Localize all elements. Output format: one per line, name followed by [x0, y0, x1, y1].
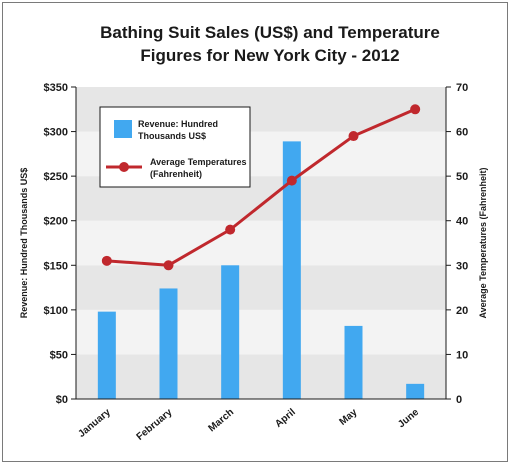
right-tick-label: 20	[456, 305, 468, 317]
revenue-bar	[221, 265, 240, 399]
left-tick-label: $150	[44, 260, 68, 272]
revenue-bars	[97, 141, 425, 399]
temperature-point	[163, 260, 174, 271]
revenue-bar	[159, 288, 178, 399]
temperature-point	[410, 104, 421, 115]
temperature-line	[101, 104, 421, 271]
chart-title-line2: Figures for New York City - 2012	[140, 46, 400, 65]
plot-band	[76, 309, 446, 355]
revenue-bar	[282, 141, 301, 399]
left-tick-label: $100	[44, 305, 68, 317]
right-tick-label: 70	[456, 82, 468, 94]
category-label: January	[76, 407, 113, 440]
right-tick-label: 30	[456, 260, 468, 272]
temperature-point	[225, 224, 236, 235]
category-label: May	[337, 407, 359, 428]
left-axis-ticks: $0 $50 $100 $150 $200 $250 $300 $350	[44, 82, 76, 406]
temperature-point	[101, 255, 112, 266]
right-axis-ticks: 0 10 20 30 40 50 60 70	[446, 82, 468, 406]
category-label: June	[396, 407, 421, 431]
plot-band	[76, 265, 446, 310]
plot-band	[76, 354, 446, 399]
left-tick-label: $350	[44, 82, 68, 94]
left-tick-label: $50	[50, 349, 68, 361]
right-tick-label: 10	[456, 349, 468, 361]
legend: Revenue: Hundred Thousands US$ Average T…	[99, 106, 251, 188]
left-tick-label: $250	[44, 171, 68, 183]
left-tick-label: $200	[44, 216, 68, 228]
right-tick-label: 60	[456, 127, 468, 139]
right-tick-label: 50	[456, 171, 468, 183]
revenue-bar	[406, 383, 425, 399]
legend-line-marker	[119, 162, 129, 172]
legend-bar-label-2: Thousands US$	[138, 131, 206, 141]
legend-line-label-1: Average Temperatures	[150, 157, 247, 167]
left-tick-label: $0	[56, 394, 68, 406]
chart-title-line1: Bathing Suit Sales (US$) and Temperature	[100, 23, 440, 42]
category-label: April	[273, 407, 298, 430]
category-labels: January February March April May June	[76, 407, 421, 443]
legend-line-label-2: (Fahrenheit)	[150, 169, 202, 179]
category-label: February	[135, 407, 175, 443]
category-label: March	[206, 407, 236, 434]
left-axis-title: Revenue: Hundred Thousands US$	[19, 168, 29, 319]
right-axis-title: Average Temperatures (Fahrenheit)	[478, 167, 488, 318]
legend-bar-label-1: Revenue: Hundred	[138, 119, 218, 129]
left-tick-label: $300	[44, 127, 68, 139]
legend-bar-swatch	[114, 120, 132, 138]
revenue-bar	[97, 311, 116, 399]
right-tick-label: 40	[456, 216, 468, 228]
temperature-line-path	[106, 107, 416, 267]
temperature-point	[348, 131, 359, 142]
temperature-point	[286, 175, 297, 186]
revenue-bar	[344, 325, 363, 399]
plot-band	[76, 220, 446, 266]
axes	[75, 87, 447, 400]
right-tick-label: 0	[456, 394, 462, 406]
